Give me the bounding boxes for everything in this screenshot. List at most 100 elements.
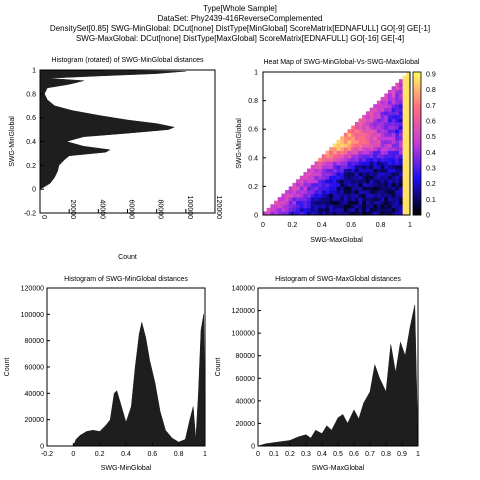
heat-cell	[380, 114, 385, 119]
heat-cell	[318, 186, 323, 191]
heat-cell	[406, 139, 411, 144]
heat-cell	[380, 147, 385, 152]
heat-cell	[391, 147, 396, 152]
heat-cell	[376, 139, 381, 144]
heat-cell	[292, 182, 297, 187]
heat-cell	[373, 111, 378, 116]
heat-cell	[307, 172, 312, 177]
y-tick-label: 60000	[236, 376, 256, 383]
heat-cell	[384, 161, 389, 166]
heat-cell	[402, 132, 407, 137]
heat-cell	[365, 211, 370, 216]
heat-cell	[347, 182, 352, 187]
x-tick-label: 0	[261, 222, 265, 229]
heat-cell	[402, 139, 407, 144]
y-tick-label: 100000	[232, 331, 255, 338]
colorbar-cell	[413, 174, 421, 178]
heat-cell	[402, 147, 407, 152]
heat-cell	[343, 161, 348, 166]
heat-cell	[369, 161, 374, 166]
heat-cell	[336, 161, 341, 166]
heat-cell	[365, 204, 370, 209]
heat-cell	[369, 157, 374, 162]
heat-cell	[398, 211, 404, 216]
heat-cell	[398, 86, 404, 91]
y-tick-label: 20000	[236, 421, 256, 428]
heat-cell	[351, 129, 356, 134]
heat-cell	[373, 207, 378, 212]
heat-cell	[299, 175, 304, 180]
colorbar-cell	[413, 76, 421, 80]
heat-cell	[310, 197, 315, 202]
heat-cell	[296, 179, 301, 184]
colorbar-cell	[413, 176, 421, 180]
colorbar-tick-label: 0.7	[426, 103, 436, 110]
heat-cell	[398, 93, 404, 98]
y-tick-label: 40000	[236, 398, 256, 405]
heat-cell	[391, 86, 396, 91]
heat-cell	[277, 207, 282, 212]
heat-cell	[362, 161, 367, 166]
heat-cell	[314, 179, 319, 184]
heat-cell	[285, 189, 290, 194]
heat-cell	[354, 147, 359, 152]
x-tick-label: 0	[40, 215, 47, 219]
heat-cell	[373, 129, 378, 134]
heat-cell	[351, 132, 356, 137]
heat-cell	[318, 157, 323, 162]
heat-cell	[354, 143, 359, 148]
heat-cell	[402, 150, 407, 155]
heat-cell	[303, 182, 308, 187]
colorbar-cell	[413, 200, 421, 204]
heat-cell	[406, 207, 411, 212]
heat-cell	[277, 211, 282, 216]
heat-cell	[358, 193, 363, 198]
heat-cell	[351, 189, 356, 194]
rotated-histogram-area	[39, 69, 186, 190]
heat-cell	[398, 193, 404, 198]
heat-cell	[402, 100, 407, 105]
heat-cell	[395, 118, 400, 123]
heat-cell	[329, 157, 334, 162]
heat-cell	[395, 157, 400, 162]
heat-cell	[406, 154, 411, 159]
heat-cell	[351, 207, 356, 212]
heat-cell	[354, 186, 359, 191]
heat-cell	[340, 211, 345, 216]
heat-cell	[307, 189, 312, 194]
heat-cell	[373, 125, 378, 130]
x-tick-label: 0.2	[95, 451, 105, 458]
heat-cell	[351, 154, 356, 159]
heat-cell	[281, 211, 286, 216]
heat-cell	[365, 125, 370, 130]
heat-cell	[347, 197, 352, 202]
heat-cell	[340, 150, 345, 155]
colorbar-cell	[413, 88, 421, 92]
heat-cell	[329, 175, 334, 180]
heat-cell	[373, 139, 378, 144]
heat-cell	[310, 200, 315, 205]
colorbar-tick-label: 0.5	[426, 134, 436, 141]
heat-cell	[373, 107, 378, 112]
heat-cell	[402, 211, 407, 216]
heat-cell	[373, 150, 378, 155]
x-tick-label: 0.4	[317, 451, 327, 458]
heat-cell	[387, 164, 393, 169]
heat-cell	[395, 100, 400, 105]
heat-cell	[406, 122, 411, 127]
colorbar-cell	[413, 133, 421, 137]
colorbar-cell	[413, 167, 421, 171]
heat-cell	[336, 168, 341, 173]
heat-cell	[406, 197, 411, 202]
heat-cell	[395, 161, 400, 166]
heat-cell	[384, 197, 389, 202]
y-tick-label: 0.2	[26, 163, 36, 170]
heat-cell	[380, 211, 385, 216]
colorbar-cell	[413, 126, 421, 130]
x-tick-label: 0.7	[365, 451, 375, 458]
colorbar-frame	[412, 71, 422, 216]
heat-cell	[365, 200, 370, 205]
heat-cell	[380, 204, 385, 209]
colorbar-tick-label: 0.3	[426, 166, 436, 173]
heat-cell	[373, 204, 378, 209]
